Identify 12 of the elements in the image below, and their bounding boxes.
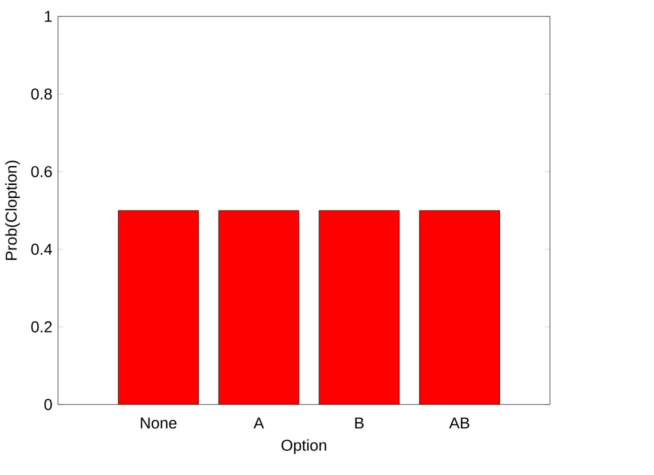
y-tick-label: 0	[44, 399, 52, 410]
x-tick-label: B	[355, 418, 364, 429]
y-tick-label: 0.8	[31, 88, 52, 100]
y-tick-label: 1	[44, 11, 52, 22]
x-tick-label: None	[140, 418, 176, 429]
y-axis-title: Prob(Cloption)	[5, 160, 20, 260]
y-tick-label: 0.6	[31, 166, 52, 178]
x-axis-title: Option	[282, 439, 326, 454]
x-tick-label: AB	[449, 418, 470, 429]
y-tick-label: 0.4	[31, 244, 52, 255]
y-tick-label: 0.2	[31, 321, 52, 333]
x-tick-label: A	[254, 418, 264, 429]
